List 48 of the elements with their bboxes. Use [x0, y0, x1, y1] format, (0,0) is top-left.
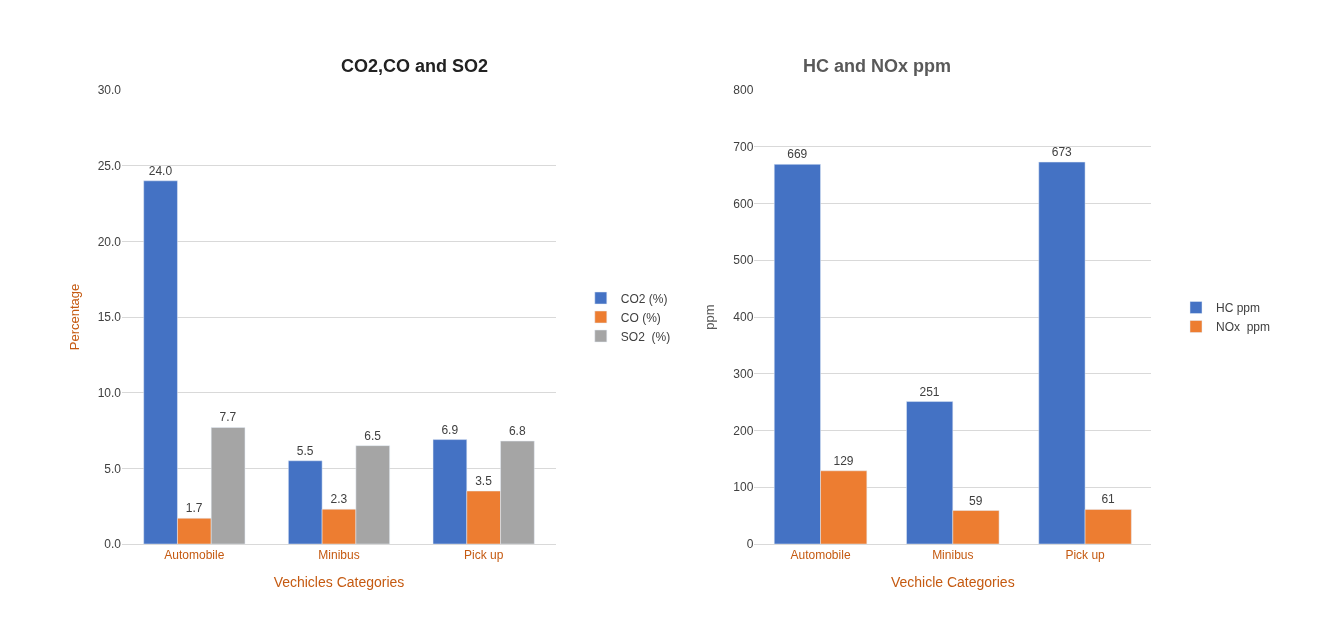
data-label: 5.5: [296, 443, 314, 458]
data-label: 1.7: [185, 501, 203, 516]
legend-label: HC ppm: [1216, 301, 1261, 316]
y-tick-label: 700: [733, 139, 754, 154]
x-tick-label: Pick up: [463, 548, 504, 563]
y-tick-label: 5.0: [104, 461, 122, 476]
y-tick-label: 25.0: [97, 158, 122, 173]
x-tick-label: Automobile: [790, 548, 851, 563]
data-label: 61: [1101, 492, 1116, 507]
y-tick-label: 800: [733, 83, 754, 98]
legend-label: NOx ppm: [1216, 320, 1271, 335]
data-label: 673: [1051, 145, 1073, 160]
legend-label: CO2 (%): [620, 291, 668, 306]
legend-label: SO2 (%): [620, 329, 671, 344]
y-tick-label: 600: [733, 196, 754, 211]
data-label: 2.3: [330, 492, 348, 507]
data-label: 6.5: [364, 428, 382, 443]
y-tick-label: 300: [733, 366, 754, 381]
y-tick-label: 200: [733, 423, 754, 438]
y-tick-label: 30.0: [97, 83, 122, 98]
y-tick-label: 500: [733, 253, 754, 268]
x-axis-title: Vechicles Categories: [273, 573, 405, 590]
y-tick-label: 0: [746, 537, 754, 552]
data-label: 6.8: [508, 424, 526, 439]
data-label: 129: [833, 453, 854, 468]
data-label: 59: [969, 493, 983, 508]
x-axis-title: Vechicle Categories: [890, 573, 1015, 590]
y-axis-title: ppm: [702, 304, 718, 330]
x-tick-label: Minibus: [318, 548, 360, 563]
y-tick-label: 15.0: [97, 310, 122, 325]
y-tick-label: 0.0: [104, 537, 122, 552]
data-label: 24.0: [148, 163, 173, 178]
data-label: 7.7: [219, 410, 237, 425]
data-label: 6.9: [441, 422, 459, 437]
y-tick-label: 20.0: [97, 234, 122, 249]
data-label: 669: [787, 147, 808, 162]
y-tick-label: 100: [733, 480, 754, 495]
legend-label: CO (%): [620, 310, 661, 325]
chart-title: HC and NOx ppm: [803, 56, 952, 76]
y-tick-label: 10.0: [97, 385, 122, 400]
y-axis-title: Percentage: [66, 283, 82, 351]
data-label: 3.5: [475, 474, 493, 489]
chart-title: CO2,CO and SO2: [341, 56, 489, 76]
data-label: 251: [919, 384, 940, 399]
x-tick-label: Pick up: [1065, 548, 1106, 563]
y-tick-label: 400: [733, 310, 754, 325]
x-tick-label: Automobile: [164, 548, 225, 563]
x-tick-label: Minibus: [932, 548, 974, 563]
